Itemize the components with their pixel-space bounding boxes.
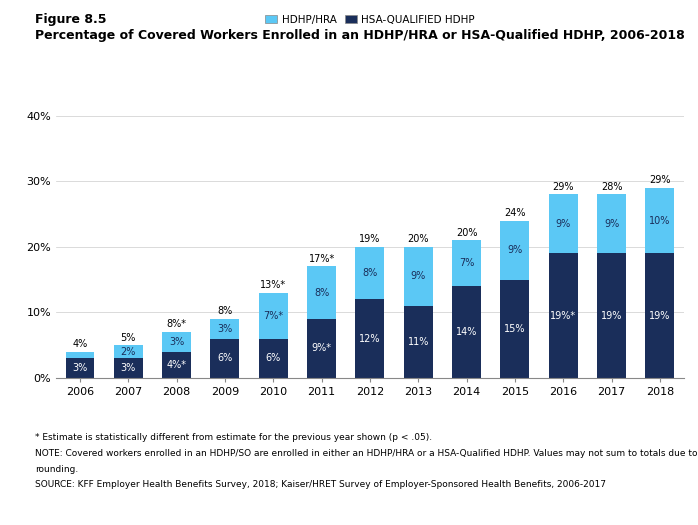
Text: 19%*: 19%*: [550, 311, 577, 321]
Bar: [307, 267, 336, 319]
Bar: [452, 286, 481, 378]
Text: 8%: 8%: [362, 268, 378, 278]
Bar: [211, 319, 239, 339]
Text: 8%: 8%: [314, 288, 329, 298]
Text: 7%*: 7%*: [263, 311, 283, 321]
Bar: [597, 194, 626, 254]
Text: 8%*: 8%*: [167, 319, 186, 330]
Text: 3%: 3%: [169, 337, 184, 347]
Bar: [355, 247, 385, 299]
Bar: [114, 358, 143, 378]
Text: 2%: 2%: [121, 346, 136, 357]
Text: 20%: 20%: [408, 234, 429, 244]
Bar: [500, 220, 529, 279]
Text: 29%: 29%: [553, 182, 574, 192]
Bar: [500, 279, 529, 378]
Text: 20%: 20%: [456, 227, 477, 237]
Text: 8%: 8%: [217, 306, 232, 316]
Text: 13%*: 13%*: [260, 280, 286, 290]
Text: Figure 8.5: Figure 8.5: [35, 13, 106, 26]
Text: 15%: 15%: [504, 324, 526, 334]
Text: 24%: 24%: [504, 208, 526, 218]
Bar: [646, 188, 674, 254]
Bar: [114, 345, 143, 358]
Bar: [307, 319, 336, 378]
Legend: HDHP/HRA, HSA-QUALIFIED HDHP: HDHP/HRA, HSA-QUALIFIED HDHP: [260, 10, 480, 29]
Bar: [259, 339, 288, 378]
Bar: [452, 240, 481, 286]
Text: 7%: 7%: [459, 258, 474, 268]
Bar: [597, 254, 626, 378]
Bar: [549, 254, 578, 378]
Bar: [355, 299, 385, 378]
Bar: [403, 306, 433, 378]
Text: 10%: 10%: [649, 215, 671, 226]
Text: 19%: 19%: [359, 234, 380, 244]
Text: Percentage of Covered Workers Enrolled in an HDHP/HRA or HSA-Qualified HDHP, 200: Percentage of Covered Workers Enrolled i…: [35, 29, 685, 42]
Text: 9%: 9%: [410, 271, 426, 281]
Text: 5%: 5%: [121, 332, 136, 343]
Text: 4%*: 4%*: [167, 360, 186, 370]
Text: NOTE: Covered workers enrolled in an HDHP/SO are enrolled in either an HDHP/HRA : NOTE: Covered workers enrolled in an HDH…: [35, 449, 697, 458]
Text: 14%: 14%: [456, 327, 477, 337]
Bar: [162, 332, 191, 352]
Text: SOURCE: KFF Employer Health Benefits Survey, 2018; Kaiser/HRET Survey of Employe: SOURCE: KFF Employer Health Benefits Sur…: [35, 480, 606, 489]
Text: 4%: 4%: [73, 339, 88, 349]
Text: 9%: 9%: [507, 245, 523, 255]
Text: 6%: 6%: [217, 353, 232, 363]
Text: 28%: 28%: [601, 182, 623, 192]
Bar: [66, 352, 94, 358]
Text: 19%: 19%: [649, 311, 671, 321]
Text: * Estimate is statistically different from estimate for the previous year shown : * Estimate is statistically different fr…: [35, 433, 432, 442]
Bar: [162, 352, 191, 378]
Text: 3%: 3%: [217, 324, 232, 334]
Text: 3%: 3%: [121, 363, 136, 373]
Text: 19%: 19%: [601, 311, 622, 321]
Text: 17%*: 17%*: [309, 254, 335, 264]
Bar: [259, 293, 288, 339]
Bar: [211, 339, 239, 378]
Text: 9%: 9%: [604, 219, 619, 229]
Text: 3%: 3%: [73, 363, 88, 373]
Bar: [66, 358, 94, 378]
Text: 29%: 29%: [649, 175, 671, 185]
Text: 9%: 9%: [556, 219, 571, 229]
Bar: [403, 247, 433, 306]
Text: 12%: 12%: [359, 333, 380, 344]
Text: rounding.: rounding.: [35, 465, 78, 474]
Text: 9%*: 9%*: [311, 343, 332, 353]
Text: 6%: 6%: [266, 353, 281, 363]
Text: 11%: 11%: [408, 337, 429, 347]
Bar: [549, 194, 578, 254]
Bar: [646, 254, 674, 378]
